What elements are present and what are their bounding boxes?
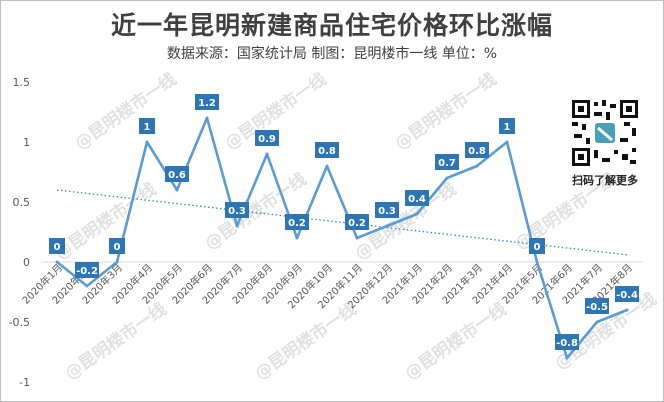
data-label-box (225, 202, 249, 218)
data-label: 0.8 (318, 146, 336, 157)
data-point (85, 284, 89, 288)
qr-code-icon (570, 98, 640, 168)
data-label-box (139, 118, 155, 134)
data-label-box (285, 214, 309, 230)
data-label-box (555, 334, 579, 350)
data-label-box (195, 94, 219, 110)
data-label: -0.4 (616, 290, 638, 301)
y-tick-label: 1.5 (13, 76, 31, 89)
data-label-box (165, 166, 189, 182)
watermark-text: @昆明楼市一线 (251, 299, 361, 384)
data-label-box (405, 190, 429, 206)
data-label: 0.4 (408, 194, 426, 205)
data-point (205, 116, 209, 120)
data-point (445, 176, 449, 180)
data-point (535, 260, 539, 264)
data-point (505, 140, 509, 144)
data-point (385, 224, 389, 228)
data-point (415, 212, 419, 216)
watermark-text: @昆明楼市一线 (61, 299, 171, 384)
data-label-box (499, 118, 515, 134)
y-tick-label: -0.5 (9, 316, 30, 329)
data-point (625, 308, 629, 312)
y-tick-label: -1 (19, 376, 30, 389)
y-tick-label: 1 (23, 136, 30, 149)
data-label-box (345, 214, 369, 230)
watermark-text: @昆明楼市一线 (51, 179, 161, 264)
data-point (145, 140, 149, 144)
data-label: 1.2 (198, 98, 216, 109)
y-tick-label: 0 (23, 256, 30, 269)
data-point (175, 188, 179, 192)
data-label-box (529, 238, 545, 254)
data-label: -0.5 (586, 302, 608, 313)
data-label: -0.8 (556, 338, 578, 349)
data-label: 1 (144, 122, 151, 133)
data-label: 0 (54, 242, 61, 253)
data-label: -0.2 (76, 266, 98, 277)
data-label-box (49, 238, 65, 254)
data-label: 0 (114, 242, 121, 253)
data-point (595, 320, 599, 324)
data-label: 0.8 (468, 146, 486, 157)
data-label-box (615, 286, 639, 302)
data-point (325, 164, 329, 168)
chart-subtitle: 数据来源：国家统计局 制图：昆明楼市一线 单位：% (166, 46, 498, 62)
y-tick-label: 0.5 (13, 196, 31, 209)
data-point (295, 236, 299, 240)
data-label-box (255, 130, 279, 146)
data-point (565, 356, 569, 360)
data-label-box (315, 142, 339, 158)
qr-code[interactable] (570, 98, 640, 168)
data-label: 0.2 (288, 218, 306, 229)
data-point (355, 236, 359, 240)
data-point (115, 260, 119, 264)
data-label: 0.3 (228, 206, 246, 217)
data-label-box (109, 238, 125, 254)
data-label-box (75, 262, 99, 278)
data-label: 0.3 (378, 206, 396, 217)
data-label: 1 (504, 122, 511, 133)
data-label-box (465, 142, 489, 158)
data-label: 0.6 (168, 170, 186, 181)
data-label: 0.7 (438, 158, 456, 169)
data-point (265, 152, 269, 156)
data-label-box (375, 202, 399, 218)
watermark-text: @昆明楼市一线 (391, 69, 501, 154)
qr-caption: 扫码了解更多 (572, 174, 638, 187)
chart-title: 近一年昆明新建商品住宅价格环比涨幅 (110, 11, 553, 40)
data-label-box (435, 154, 459, 170)
data-label: 0.2 (348, 218, 366, 229)
data-point (235, 224, 239, 228)
data-label-box (585, 298, 609, 314)
data-point (475, 164, 479, 168)
watermark-text: @昆明楼市一线 (71, 69, 181, 154)
data-label: 0 (534, 242, 541, 253)
watermark-text: @昆明楼市一线 (401, 299, 511, 384)
data-label: 0.9 (258, 134, 276, 145)
data-point (55, 260, 59, 264)
